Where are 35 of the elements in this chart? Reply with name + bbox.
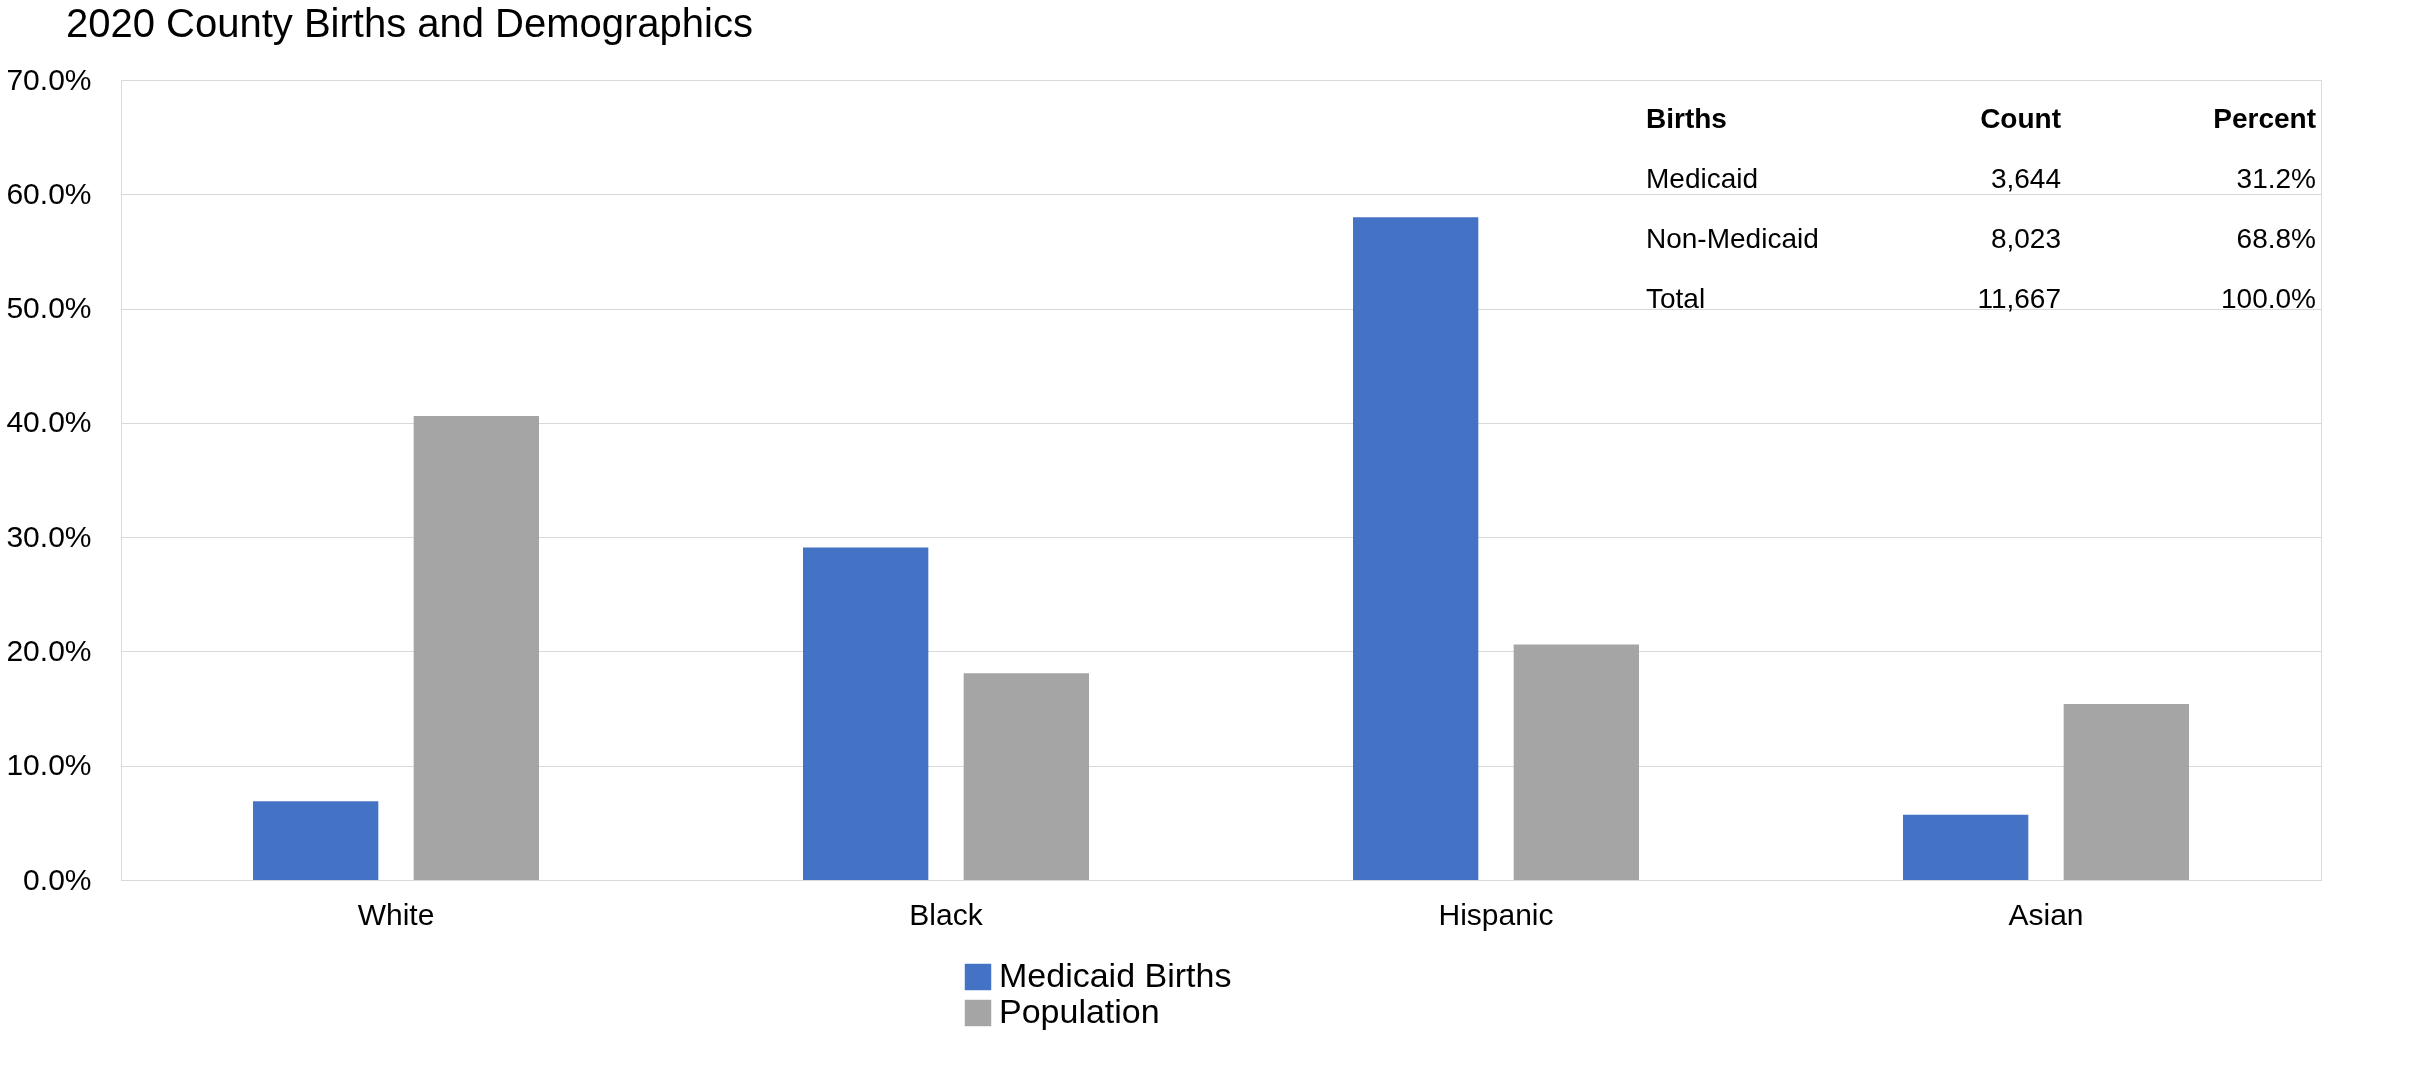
annotation: 68.8%	[2236, 223, 2316, 254]
y-tick-label: 40.0%	[6, 405, 92, 439]
bar	[413, 416, 539, 880]
annotation: Percent	[2213, 103, 2316, 134]
y-tick-label: 10.0%	[6, 748, 92, 782]
y-tick-label: 60.0%	[6, 176, 92, 210]
bar	[963, 673, 1089, 880]
y-tick-label: 30.0%	[6, 519, 92, 553]
legend-label: Medicaid Births	[999, 956, 1232, 994]
annotation: 8,023	[1990, 223, 2061, 254]
chart-title: 2020 County Births and Demographics	[65, 1, 753, 45]
annotation: Births	[1646, 103, 1727, 134]
bar	[1903, 814, 2029, 880]
y-tick-label: 0.0%	[23, 862, 92, 896]
x-tick-label: Hispanic	[1438, 897, 1554, 931]
annotation: 11,667	[1977, 283, 2061, 314]
x-tick-label: White	[357, 897, 435, 931]
bar	[803, 547, 929, 880]
y-tick-label: 70.0%	[6, 62, 92, 96]
bar	[1353, 217, 1479, 880]
x-tick-label: Asian	[2008, 897, 2084, 931]
annotation: 31.2%	[2236, 163, 2316, 194]
y-tick-label: 50.0%	[6, 291, 92, 325]
x-tick-label: Black	[909, 897, 984, 931]
legend-label: Population	[999, 992, 1160, 1030]
annotation: Total	[1646, 283, 1706, 314]
annotation: Medicaid	[1646, 163, 1759, 194]
annotation: Count	[1980, 103, 2061, 134]
bar	[253, 801, 379, 880]
annotation: Non-Medicaid	[1646, 223, 1819, 254]
bar	[2063, 704, 2189, 880]
annotation: 100.0%	[2221, 283, 2316, 314]
y-tick-label: 20.0%	[6, 633, 92, 667]
annotation: 3,644	[1990, 163, 2061, 194]
bar	[1513, 644, 1639, 880]
